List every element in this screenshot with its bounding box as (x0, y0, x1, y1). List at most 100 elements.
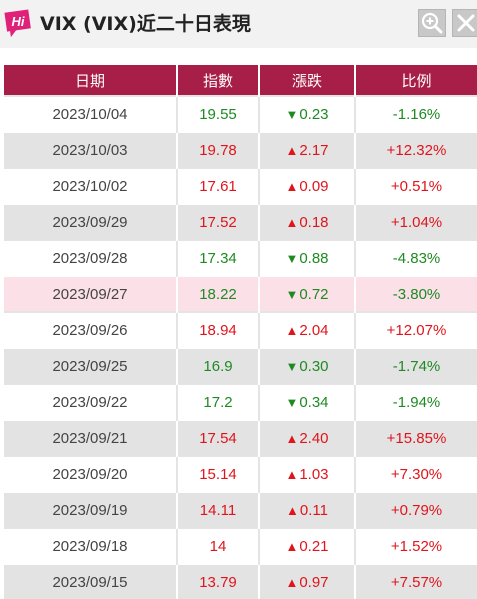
change-value: 0.23 (299, 105, 329, 123)
index-cell: 13.79 (176, 563, 259, 599)
index-cell: 17.34 (176, 239, 259, 276)
ratio-cell: +1.52% (354, 527, 477, 564)
down-triangle-icon: ▼ (285, 286, 299, 302)
up-triangle-icon: ▲ (285, 322, 299, 338)
change-cell: ▲0.97 (258, 563, 355, 599)
change-cell: ▲1.03 (258, 455, 355, 492)
date-cell: 2023/09/19 (4, 491, 177, 528)
close-button[interactable] (452, 9, 477, 37)
change-value: 2.04 (299, 321, 329, 339)
up-triangle-icon: ▲ (285, 142, 299, 158)
vix-history-table: 日期 指數 漲跌 比例 2023/10/04 19.55 ▼0.23 -1.16% 20… (4, 65, 477, 599)
close-icon (457, 14, 475, 32)
change-cell: ▼0.72 (258, 275, 355, 312)
change-value: 0.11 (299, 501, 328, 519)
index-cell: 17.61 (176, 167, 259, 204)
table-row: 2023/09/25 16.9 ▼0.30 -1.74% (4, 347, 477, 384)
ratio-cell: -4.83% (354, 239, 477, 276)
up-triangle-icon: ▲ (286, 502, 299, 518)
widget-title: VIX (VIX)近二十日表現 (40, 13, 251, 35)
up-triangle-icon: ▲ (285, 538, 299, 554)
ratio-cell: -1.74% (354, 347, 477, 384)
date-cell: 2023/09/15 (4, 563, 177, 599)
ratio-cell: -3.80% (354, 275, 477, 312)
index-cell: 19.78 (176, 131, 259, 168)
change-value: 2.40 (299, 429, 329, 447)
date-cell: 2023/09/27 (4, 275, 177, 312)
table-row: 2023/09/29 17.52 ▲0.18 +1.04% (4, 203, 477, 240)
zoom-in-icon (421, 12, 443, 34)
ratio-cell: -1.16% (354, 95, 477, 132)
ratio-cell: +0.79% (354, 491, 477, 528)
table-row: 2023/09/20 15.14 ▲1.03 +7.30% (4, 455, 477, 492)
table-row: 2023/09/27 18.22 ▼0.72 -3.80% (4, 275, 477, 312)
index-cell: 17.2 (176, 383, 259, 420)
date-cell: 2023/09/25 (4, 347, 177, 384)
ratio-cell: +12.32% (354, 131, 477, 168)
index-cell: 16.9 (176, 347, 259, 384)
change-cell: ▲0.09 (258, 167, 355, 204)
table-row: 2023/09/18 14 ▲0.21 +1.52% (4, 527, 477, 564)
date-cell: 2023/10/04 (4, 95, 177, 132)
ratio-cell: +15.85% (354, 419, 477, 456)
table-row: 2023/09/15 13.79 ▲0.97 +7.57% (4, 563, 477, 599)
table-header-row: 日期 指數 漲跌 比例 (4, 65, 477, 96)
up-triangle-icon: ▲ (285, 574, 299, 590)
date-cell: 2023/09/29 (4, 203, 177, 240)
date-cell: 2023/10/03 (4, 131, 177, 168)
up-triangle-icon: ▲ (285, 178, 299, 194)
index-cell: 14 (176, 527, 259, 564)
change-value: 0.18 (299, 213, 329, 231)
change-cell: ▲0.11 (258, 491, 355, 528)
index-cell: 19.55 (176, 95, 259, 132)
change-cell: ▼0.34 (258, 383, 355, 420)
index-cell: 18.22 (176, 275, 259, 312)
column-header-ratio: 比例 (354, 65, 477, 96)
table-row: 2023/09/19 14.11 ▲0.11 +0.79% (4, 491, 477, 528)
ratio-cell: +12.07% (354, 311, 477, 348)
column-header-date: 日期 (4, 65, 177, 96)
ratio-cell: +1.04% (354, 203, 477, 240)
table-row: 2023/10/02 17.61 ▲0.09 +0.51% (4, 167, 477, 204)
change-cell: ▼0.88 (258, 239, 355, 276)
table-row: 2023/09/21 17.54 ▲2.40 +15.85% (4, 419, 477, 456)
index-cell: 18.94 (176, 311, 259, 348)
date-cell: 2023/10/02 (4, 167, 177, 204)
change-value: 0.72 (299, 285, 329, 303)
widget-header: Hi VIX (VIX)近二十日表現 (0, 0, 477, 48)
up-triangle-icon: ▲ (285, 214, 299, 230)
change-cell: ▲0.21 (258, 527, 355, 564)
table-row: 2023/09/22 17.2 ▼0.34 -1.94% (4, 383, 477, 420)
table-row: 2023/09/28 17.34 ▼0.88 -4.83% (4, 239, 477, 276)
change-value: 0.97 (299, 573, 329, 591)
date-cell: 2023/09/18 (4, 527, 177, 564)
change-value: 0.21 (299, 537, 329, 555)
change-value: 0.88 (299, 249, 329, 267)
logo-text: Hi (12, 14, 25, 29)
date-cell: 2023/09/20 (4, 455, 177, 492)
change-cell: ▲0.18 (258, 203, 355, 240)
change-value: 0.09 (299, 177, 329, 195)
ratio-cell: +7.30% (354, 455, 477, 492)
table-row: 2023/10/04 19.55 ▼0.23 -1.16% (4, 95, 477, 132)
up-triangle-icon: ▲ (285, 466, 299, 482)
zoom-button[interactable] (418, 9, 446, 37)
table-row: 2023/09/26 18.94 ▲2.04 +12.07% (4, 311, 477, 348)
up-triangle-icon: ▲ (285, 430, 299, 446)
change-cell: ▼0.23 (258, 95, 355, 132)
ratio-cell: +7.57% (354, 563, 477, 599)
column-header-change: 漲跌 (258, 65, 355, 96)
change-cell: ▲2.04 (258, 311, 355, 348)
date-cell: 2023/09/26 (4, 311, 177, 348)
down-triangle-icon: ▼ (285, 106, 299, 122)
change-cell: ▼0.30 (258, 347, 355, 384)
down-triangle-icon: ▼ (285, 358, 299, 374)
down-triangle-icon: ▼ (285, 250, 299, 266)
down-triangle-icon: ▼ (285, 394, 299, 410)
date-cell: 2023/09/28 (4, 239, 177, 276)
hi-logo-icon: Hi (4, 9, 31, 38)
index-cell: 17.52 (176, 203, 259, 240)
change-value: 2.17 (299, 141, 329, 159)
ratio-cell: -1.94% (354, 383, 477, 420)
index-cell: 17.54 (176, 419, 259, 456)
